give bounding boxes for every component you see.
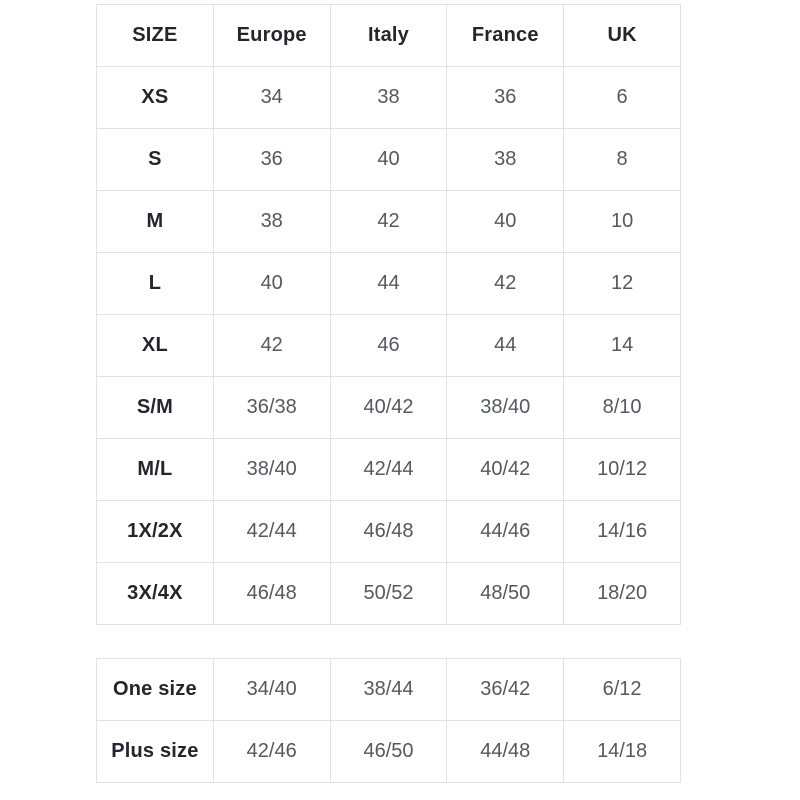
table-body: XS 34 38 36 6 S 36 40 38 8 M 38 42 40 10 L 40 44 42 12 XL 42 4… [96,66,681,625]
size-value: 34/40 [212,658,331,721]
size-value: 44/48 [446,720,565,783]
size-value: 42/46 [212,720,331,783]
size-value: 12 [563,252,681,315]
size-value: 36 [212,128,331,191]
size-label: 3X/4X [96,562,214,625]
size-value: 34 [212,66,331,129]
size-value: 40 [446,190,565,253]
table-head: SIZE Europe Italy France UK [96,4,681,67]
table-row-s: S 36 40 38 8 [96,128,681,191]
column-header-france: France [446,4,565,67]
size-value: 8 [563,128,681,191]
size-label: XL [96,314,214,377]
size-value: 38/44 [329,658,448,721]
size-value: 38 [329,66,448,129]
column-header-uk: UK [563,4,681,67]
size-label: M [96,190,214,253]
table-row-m: M 38 42 40 10 [96,190,681,253]
size-label: One size [96,658,214,721]
table-row-l: L 40 44 42 12 [96,252,681,315]
table-row-xs: XS 34 38 36 6 [96,66,681,129]
size-value: 48/50 [446,562,565,625]
size-value: 14 [563,314,681,377]
size-label: L [96,252,214,315]
size-conversion-page: SIZE Europe Italy France UK XS 34 38 36 6 S 36 40 38… [96,4,681,783]
size-value: 36 [446,66,565,129]
size-label: Plus size [96,720,214,783]
size-label: M/L [96,438,214,501]
size-value: 42/44 [329,438,448,501]
size-label: 1X/2X [96,500,214,563]
table-body: One size 34/40 38/44 36/42 6/12 Plus size 42/4… [96,658,681,783]
size-conversion-table-special: One size 34/40 38/44 36/42 6/12 Plus size 42/4… [96,658,681,783]
size-value: 44 [446,314,565,377]
size-value: 36/38 [212,376,331,439]
table-row-plus-size: Plus size 42/46 46/50 44/48 14/18 [96,720,681,783]
size-label: XS [96,66,214,129]
size-value: 42 [446,252,565,315]
size-value: 14/16 [563,500,681,563]
size-value: 38 [212,190,331,253]
size-value: 40 [329,128,448,191]
size-label: S/M [96,376,214,439]
column-header-italy: Italy [329,4,448,67]
size-value: 36/42 [446,658,565,721]
header-row: SIZE Europe Italy France UK [96,4,681,67]
size-value: 6/12 [563,658,681,721]
size-value: 42 [212,314,331,377]
size-value: 6 [563,66,681,129]
table-row-m-l: M/L 38/40 42/44 40/42 10/12 [96,438,681,501]
table-row-3x-4x: 3X/4X 46/48 50/52 48/50 18/20 [96,562,681,625]
table-row-one-size: One size 34/40 38/44 36/42 6/12 [96,658,681,721]
size-value: 40/42 [329,376,448,439]
size-value: 46/48 [212,562,331,625]
size-value: 40/42 [446,438,565,501]
size-value: 42 [329,190,448,253]
size-value: 8/10 [563,376,681,439]
table-row-s-m: S/M 36/38 40/42 38/40 8/10 [96,376,681,439]
size-value: 38/40 [446,376,565,439]
table-row-1x-2x: 1X/2X 42/44 46/48 44/46 14/16 [96,500,681,563]
size-conversion-table-main: SIZE Europe Italy France UK XS 34 38 36 6 S 36 40 38… [96,4,681,625]
size-value: 46/48 [329,500,448,563]
size-value: 42/44 [212,500,331,563]
column-header-europe: Europe [212,4,331,67]
size-value: 44/46 [446,500,565,563]
size-value: 38 [446,128,565,191]
size-value: 38/40 [212,438,331,501]
size-value: 40 [212,252,331,315]
size-value: 14/18 [563,720,681,783]
size-value: 46 [329,314,448,377]
size-value: 18/20 [563,562,681,625]
size-label: S [96,128,214,191]
size-value: 50/52 [329,562,448,625]
size-value: 46/50 [329,720,448,783]
size-value: 10 [563,190,681,253]
table-row-xl: XL 42 46 44 14 [96,314,681,377]
size-value: 10/12 [563,438,681,501]
column-header-size: SIZE [96,4,214,67]
size-value: 44 [329,252,448,315]
